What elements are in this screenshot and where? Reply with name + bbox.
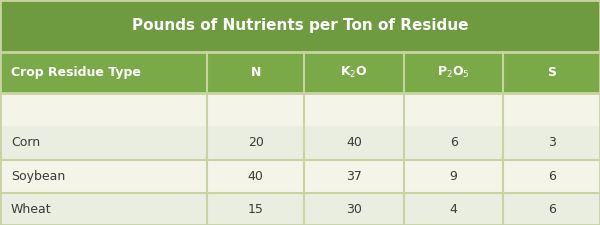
Text: S: S [547, 66, 556, 79]
Text: 9: 9 [449, 170, 458, 182]
Text: P$_2$O$_5$: P$_2$O$_5$ [437, 65, 470, 80]
Text: Corn: Corn [11, 137, 40, 149]
Text: 40: 40 [248, 170, 263, 182]
Text: Pounds of Nutrients per Ton of Residue: Pounds of Nutrients per Ton of Residue [132, 18, 468, 33]
Text: 6: 6 [548, 170, 556, 182]
Bar [0, 93, 600, 126]
Bar [0, 193, 600, 225]
Bar [0, 126, 600, 160]
Text: 6: 6 [449, 137, 458, 149]
Text: 3: 3 [548, 137, 556, 149]
Text: Crop Residue Type: Crop Residue Type [11, 66, 140, 79]
Text: 15: 15 [248, 203, 263, 216]
Text: 30: 30 [346, 203, 362, 216]
Text: 40: 40 [346, 137, 362, 149]
Text: Soybean: Soybean [11, 170, 65, 182]
Text: N: N [250, 66, 261, 79]
Text: 20: 20 [248, 137, 263, 149]
Text: 4: 4 [449, 203, 458, 216]
Text: 6: 6 [548, 203, 556, 216]
Bar [0, 160, 600, 193]
Bar [0, 52, 600, 93]
Bar [0, 0, 600, 52]
Text: 37: 37 [346, 170, 362, 182]
Text: Wheat: Wheat [11, 203, 52, 216]
Text: K$_2$O: K$_2$O [340, 65, 368, 80]
